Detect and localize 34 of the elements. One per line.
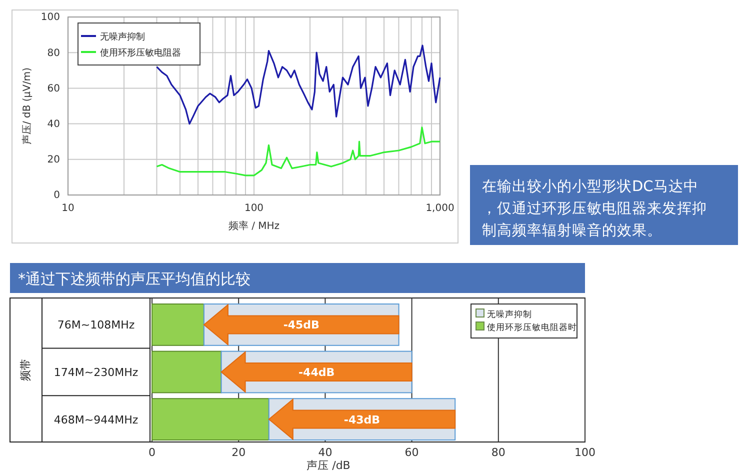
y-tick-label: 40: [47, 119, 60, 130]
y-tick-label: 80: [47, 48, 60, 59]
legend-label: 无噪声抑制: [487, 309, 532, 320]
x-tick-label: 100: [244, 203, 264, 214]
text: 在输出较小的小型形状DC马达中，仅通过环形压敏电阻器来发挥抑制高频率辐射噪音的效果。: [482, 178, 707, 239]
y-tick-label: 468M~944MHz: [54, 413, 138, 426]
bar: [152, 398, 270, 440]
annotation: -45dB: [283, 318, 320, 332]
legend-label: 使用环形压敏电阻器时: [487, 322, 577, 333]
y-tick-label: 20: [47, 154, 60, 166]
annotation: -44dB: [298, 366, 335, 379]
y-tick-label: 100: [40, 12, 60, 24]
x-tick-label: 10: [62, 203, 74, 214]
y-axis-title: 频带: [19, 359, 32, 381]
legend-label: 使用环形压敏电阻器: [100, 48, 181, 58]
bar: [152, 304, 204, 346]
x-tick-label: 60: [404, 446, 419, 459]
x-tick-label: 20: [232, 446, 246, 459]
x-tick-label: 80: [491, 446, 506, 459]
x-tick-label: 40: [318, 446, 332, 459]
y-tick-label: 60: [47, 83, 60, 94]
chart-title: *通过下述频带的声压平均值的比较: [18, 270, 250, 288]
y-tick-label: 0: [54, 190, 60, 202]
x-tick-label: 100: [574, 446, 596, 459]
y-axis-title: 声压/ dB (μV/m): [21, 67, 33, 145]
x-tick-label: 0: [148, 446, 156, 459]
annotation: -43dB: [344, 413, 380, 426]
y-tick-label: 76M~108MHz: [57, 318, 135, 332]
x-axis-title: 频率 / MHz: [228, 220, 280, 232]
bar: [152, 350, 222, 394]
x-tick-label: 1,000: [426, 203, 454, 214]
y-tick-label: 174M~230MHz: [54, 366, 138, 379]
x-axis-title: 声压 /dB: [306, 459, 350, 472]
legend-label: 无噪声抑制: [100, 32, 145, 42]
